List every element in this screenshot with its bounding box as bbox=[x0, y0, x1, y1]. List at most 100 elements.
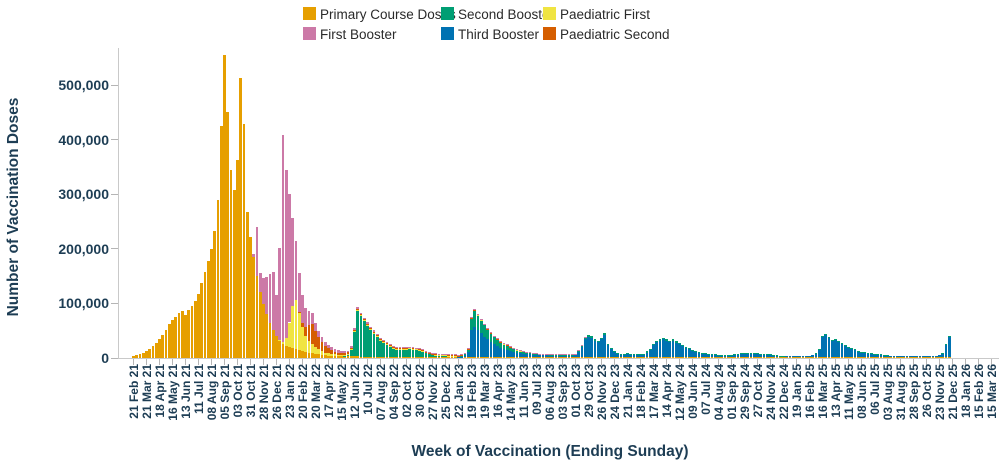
x-tick-label: 25 Dec 22 bbox=[439, 364, 453, 420]
bar-segment bbox=[801, 356, 805, 358]
bar-segment bbox=[678, 343, 681, 345]
bar-segment bbox=[349, 348, 353, 350]
bar-segment bbox=[392, 348, 395, 357]
bar-segment bbox=[502, 357, 506, 358]
bar-segment bbox=[479, 333, 483, 358]
bar-segment bbox=[297, 312, 301, 314]
bar-segment bbox=[505, 357, 509, 358]
bar-segment bbox=[359, 315, 363, 317]
bar-segment bbox=[401, 349, 405, 357]
bar-segment bbox=[453, 356, 457, 358]
x-tick bbox=[809, 359, 810, 365]
bar-segment bbox=[707, 354, 711, 358]
x-tick bbox=[965, 359, 966, 365]
bar-segment bbox=[466, 349, 470, 352]
bar-segment bbox=[336, 352, 340, 355]
bar-segment bbox=[525, 357, 529, 358]
x-tick bbox=[133, 359, 134, 365]
bar-segment bbox=[369, 326, 373, 328]
y-tick bbox=[111, 248, 118, 250]
bar-segment bbox=[408, 346, 412, 348]
bar-segment bbox=[752, 357, 756, 358]
bar-segment bbox=[463, 353, 467, 356]
x-tick-label: 21 Dec 25 bbox=[946, 364, 960, 420]
bar-segment bbox=[775, 355, 779, 358]
bar-segment bbox=[564, 354, 568, 355]
x-tick bbox=[380, 359, 381, 365]
bar-segment bbox=[847, 346, 850, 348]
bar-segment bbox=[382, 342, 386, 357]
bar-segment bbox=[414, 356, 418, 358]
bar-segment bbox=[609, 349, 613, 358]
bar-segment bbox=[551, 354, 555, 356]
bar-segment bbox=[684, 346, 688, 348]
bar-segment bbox=[349, 356, 353, 358]
bar-segment bbox=[570, 354, 574, 355]
bar-segment bbox=[288, 322, 291, 348]
bar-segment bbox=[551, 355, 555, 358]
x-tick bbox=[627, 359, 628, 365]
bar-segment bbox=[866, 357, 870, 358]
bar-segment bbox=[544, 354, 548, 356]
bar-segment bbox=[853, 357, 857, 358]
bar-segment bbox=[141, 352, 145, 358]
bar-segment bbox=[671, 341, 675, 358]
x-tick-label: 16 May 21 bbox=[166, 364, 180, 421]
bar-segment bbox=[554, 357, 558, 358]
bar-segment bbox=[814, 353, 818, 358]
bar-segment bbox=[502, 342, 506, 344]
bar-segment bbox=[333, 351, 337, 355]
bar-segment bbox=[704, 353, 707, 354]
bar-segment bbox=[882, 355, 886, 358]
bar-segment bbox=[847, 347, 850, 358]
bar-segment bbox=[310, 353, 314, 358]
bar-segment bbox=[453, 355, 457, 357]
bar-segment bbox=[297, 272, 301, 313]
bar-segment bbox=[691, 357, 694, 358]
bar-segment bbox=[548, 354, 551, 356]
x-tick-label: 21 Feb 21 bbox=[127, 364, 141, 419]
bar-segment bbox=[327, 353, 330, 356]
bar-segment bbox=[557, 354, 561, 356]
bar-segment bbox=[320, 350, 324, 355]
x-tick-label: 22 Jan 23 bbox=[452, 364, 466, 419]
bar-segment bbox=[359, 356, 363, 358]
x-tick bbox=[640, 359, 641, 365]
bar-segment bbox=[811, 355, 815, 358]
bar-segment bbox=[609, 348, 613, 350]
bar-segment bbox=[912, 357, 915, 358]
bar-segment bbox=[278, 339, 282, 341]
bar-segment bbox=[236, 160, 239, 358]
x-tick-label: 26 Nov 23 bbox=[595, 364, 609, 421]
bar-segment bbox=[424, 350, 428, 352]
bar-segment bbox=[138, 354, 142, 358]
bar-segment bbox=[665, 338, 668, 341]
x-tick bbox=[653, 359, 654, 365]
bar-segment bbox=[281, 343, 285, 358]
x-tick-label: 03 Oct 21 bbox=[231, 364, 245, 418]
x-tick-label: 27 Oct 24 bbox=[751, 364, 765, 418]
bar-segment bbox=[548, 357, 551, 358]
bar-segment bbox=[704, 353, 707, 358]
bar-segment bbox=[626, 353, 629, 358]
bar-segment bbox=[232, 189, 236, 358]
bar-segment bbox=[486, 327, 490, 329]
bar-segment bbox=[886, 357, 889, 358]
bar-segment bbox=[947, 357, 951, 358]
bar-segment bbox=[307, 311, 311, 326]
bar-segment bbox=[307, 340, 311, 353]
x-tick bbox=[432, 359, 433, 365]
bar-segment bbox=[518, 353, 522, 358]
bar-segment bbox=[479, 319, 483, 334]
bar-segment bbox=[892, 355, 896, 358]
x-tick-label: 30 Oct 22 bbox=[413, 364, 427, 418]
bar-segment bbox=[525, 351, 529, 353]
bar-segment bbox=[310, 312, 314, 324]
bar-segment bbox=[603, 332, 607, 336]
bar-segment bbox=[873, 357, 876, 358]
bar-segment bbox=[317, 354, 321, 358]
legend-label: First Booster bbox=[320, 26, 397, 42]
bar-segment bbox=[343, 356, 347, 358]
bar-segment bbox=[379, 340, 382, 357]
bar-segment bbox=[590, 335, 594, 338]
